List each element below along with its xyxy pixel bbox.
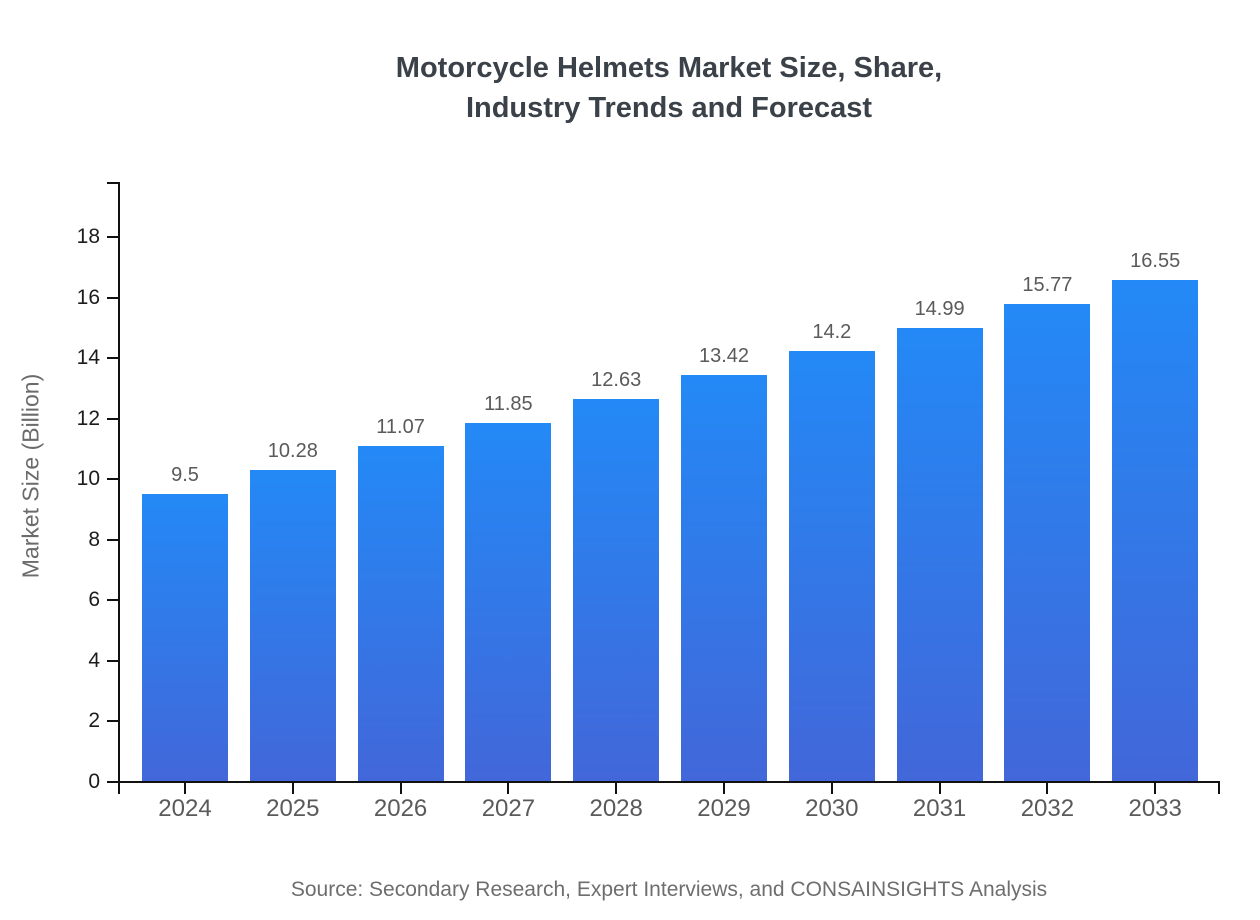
bar-2024 — [142, 493, 228, 781]
y-axis-tick-label: 8 — [88, 527, 100, 551]
y-axis-tick-label: 14 — [76, 346, 100, 370]
x-axis-tick — [723, 783, 725, 794]
x-axis-tick — [184, 783, 186, 794]
x-axis-end-cap — [1218, 783, 1220, 794]
y-axis-tick-label: 10 — [76, 467, 100, 491]
bar-2028 — [573, 398, 660, 781]
y-axis-tick — [107, 781, 118, 783]
bar-value-label: 14.99 — [914, 297, 965, 320]
bar-2029 — [681, 375, 767, 781]
y-axis-tick — [107, 720, 118, 723]
x-axis-tick-label: 2027 — [481, 795, 536, 822]
y-axis-tick — [107, 236, 118, 239]
x-axis-tick-label: 2028 — [589, 795, 643, 822]
y-axis-tick — [107, 538, 118, 541]
bar-2033 — [1112, 280, 1199, 781]
x-axis-tick-label: 2029 — [697, 795, 751, 822]
x-axis-tick — [1154, 783, 1157, 794]
bar-value-label: 16.55 — [1130, 250, 1181, 273]
bar-2032 — [1004, 303, 1091, 781]
bar-2027 — [465, 422, 552, 781]
x-axis-tick — [399, 783, 402, 794]
x-axis-tick-label: 2025 — [266, 795, 320, 822]
source-note: Source: Secondary Research, Expert Inter… — [290, 878, 1048, 901]
bar-2026 — [357, 446, 444, 781]
bar-value-label: 14.2 — [812, 321, 852, 344]
y-axis-tick — [107, 478, 118, 481]
x-axis-tick-label: 2024 — [158, 795, 212, 822]
bar-2030 — [788, 351, 875, 781]
x-axis-tick — [938, 783, 941, 794]
x-axis-tick — [1046, 783, 1049, 794]
x-axis-tick — [615, 783, 618, 794]
y-axis-tick — [107, 296, 118, 299]
y-axis-end-cap — [107, 182, 118, 184]
y-axis-tick — [107, 599, 118, 602]
bar-value-label: 15.77 — [1022, 273, 1073, 296]
bar-value-label: 13.42 — [698, 345, 750, 367]
x-axis-line — [107, 781, 1220, 783]
bar-2031 — [896, 327, 983, 781]
y-axis-tick-label: 6 — [88, 588, 100, 612]
y-axis-tick-label: 0 — [88, 770, 100, 793]
x-axis-tick-label: 2026 — [373, 795, 428, 822]
bar-value-label: 10.28 — [267, 440, 318, 462]
x-axis-tick-label: 2031 — [912, 795, 967, 822]
y-axis-tick-label: 12 — [76, 406, 100, 430]
x-axis-tick-label: 2030 — [805, 795, 859, 822]
y-axis-line — [118, 182, 120, 794]
chart-title-line2: Industry Trends and Forecast — [465, 92, 873, 124]
chart-title-line1: Motorcycle Helmets Market Size, Share, — [395, 52, 943, 84]
y-axis-tick — [107, 659, 118, 662]
x-axis-tick — [507, 783, 510, 794]
bar-2025 — [249, 470, 336, 781]
x-axis-tick — [830, 783, 833, 794]
bar-value-label: 11.07 — [376, 416, 425, 439]
x-axis-tick — [291, 783, 294, 794]
y-axis-tick-label: 16 — [76, 285, 100, 309]
chart-title: Motorcycle Helmets Market Size, Share, I… — [396, 48, 942, 128]
bar-value-label: 9.5 — [171, 463, 199, 486]
y-axis-tick — [107, 417, 118, 420]
x-axis-tick-label: 2032 — [1020, 795, 1075, 822]
y-axis-tick — [107, 357, 118, 360]
x-axis-tick-label: 2033 — [1128, 795, 1182, 822]
y-axis-tick-label: 4 — [88, 648, 100, 672]
y-axis-tick-label: 18 — [76, 225, 100, 249]
y-axis-tick-label: 2 — [88, 709, 100, 733]
bar-value-label: 11.85 — [484, 392, 533, 415]
bar-value-label: 12.63 — [591, 368, 642, 391]
